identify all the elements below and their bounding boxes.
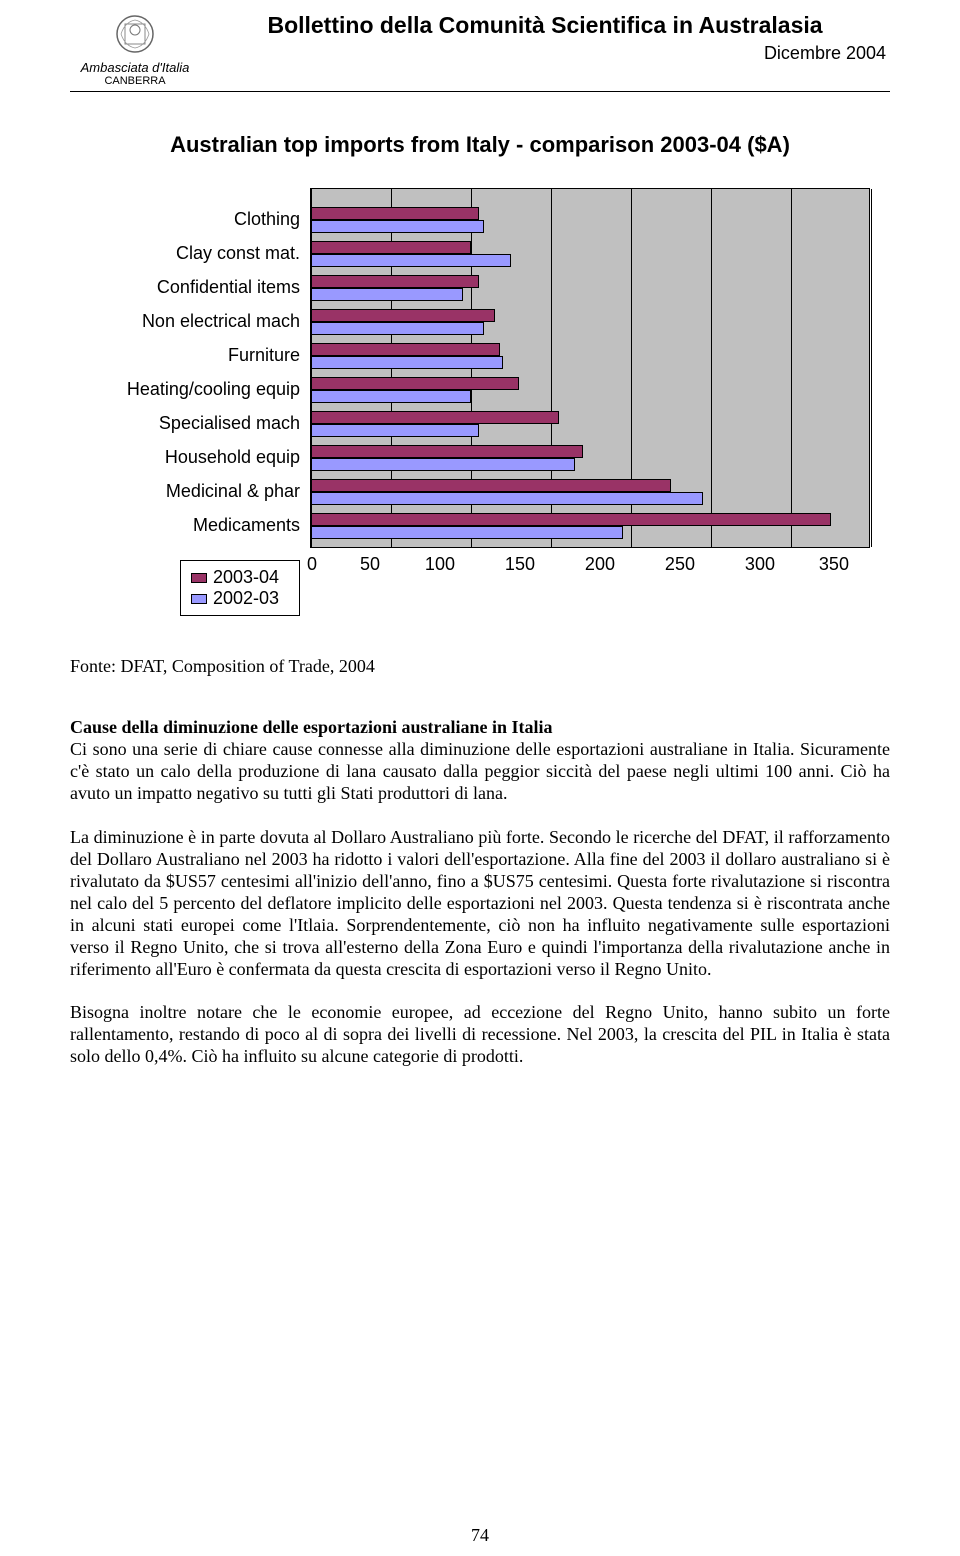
chart-category-label: Non electrical mach <box>70 304 300 338</box>
chart-bar <box>311 241 471 254</box>
page-header: Ambasciata d'Italia CANBERRA Bollettino … <box>70 10 890 92</box>
page-number: 74 <box>0 1525 960 1546</box>
legend-swatch-icon <box>191 594 207 604</box>
chart-category-label: Clay const mat. <box>70 236 300 270</box>
chart-category-label: Clothing <box>70 202 300 236</box>
chart-plot-area: 0 50 100 150 200 250 300 350 <box>310 188 890 575</box>
chart-y-labels: ClothingClay const mat.Confidential item… <box>70 188 310 616</box>
chart-title: Australian top imports from Italy - comp… <box>70 132 890 158</box>
chart-bar <box>311 343 500 356</box>
chart-x-tick: 50 <box>360 554 380 575</box>
legend-item: 2002-03 <box>191 588 289 609</box>
chart-bar <box>311 207 479 220</box>
italy-crest-icon <box>111 10 159 58</box>
chart-x-tick: 100 <box>425 554 455 575</box>
bulletin-title: Bollettino della Comunità Scientifica in… <box>200 12 890 39</box>
section-heading: Cause della diminuzione delle esportazio… <box>70 717 553 737</box>
chart-category-label: Heating/cooling equip <box>70 372 300 406</box>
chart-category-label: Furniture <box>70 338 300 372</box>
chart-category-label: Specialised mach <box>70 406 300 440</box>
chart-bar <box>311 254 511 267</box>
chart-bar-group <box>311 271 869 305</box>
embassy-line2: CANBERRA <box>104 75 165 87</box>
legend-label: 2002-03 <box>213 588 279 609</box>
chart-bar <box>311 220 484 233</box>
chart-bar <box>311 445 583 458</box>
chart-bar <box>311 390 471 403</box>
paragraph: Bisogna inoltre notare che le economie e… <box>70 1002 890 1068</box>
chart-container: ClothingClay const mat.Confidential item… <box>70 188 890 616</box>
chart-bar <box>311 513 831 526</box>
chart-x-tick: 0 <box>307 554 317 575</box>
legend-swatch-icon <box>191 573 207 583</box>
chart-bar <box>311 288 463 301</box>
chart-bar <box>311 458 575 471</box>
chart-bar <box>311 424 479 437</box>
chart-bar-group <box>311 509 869 543</box>
legend-label: 2003-04 <box>213 567 279 588</box>
chart-bar <box>311 275 479 288</box>
chart-bar-group <box>311 373 869 407</box>
chart-bar-group <box>311 305 869 339</box>
chart-bar-group <box>311 203 869 237</box>
chart-x-tick: 350 <box>819 554 849 575</box>
chart-source: Fonte: DFAT, Composition of Trade, 2004 <box>70 656 890 677</box>
chart-bar-group <box>311 407 869 441</box>
chart-bar-group <box>311 339 869 373</box>
chart-x-tick: 150 <box>505 554 535 575</box>
chart-category-label: Medicinal & phar <box>70 474 300 508</box>
bulletin-date: Dicembre 2004 <box>200 43 890 64</box>
chart-bar <box>311 356 503 369</box>
chart-category-label: Household equip <box>70 440 300 474</box>
paragraph: La diminuzione è in parte dovuta al Doll… <box>70 827 890 981</box>
paragraph-text: Ci sono una serie di chiare cause connes… <box>70 739 890 803</box>
paragraph: Cause della diminuzione delle esportazio… <box>70 717 890 805</box>
chart-category-label: Medicaments <box>70 508 300 542</box>
embassy-line1: Ambasciata d'Italia <box>81 60 190 75</box>
chart-bar <box>311 377 519 390</box>
chart-bar-group <box>311 475 869 509</box>
header-titles: Bollettino della Comunità Scientifica in… <box>200 10 890 64</box>
embassy-block: Ambasciata d'Italia CANBERRA <box>70 10 200 87</box>
chart-bar <box>311 479 671 492</box>
chart-x-tick: 300 <box>745 554 775 575</box>
chart-gridline <box>871 189 872 547</box>
chart-bar <box>311 492 703 505</box>
chart-bar <box>311 322 484 335</box>
legend-item: 2003-04 <box>191 567 289 588</box>
chart-bar <box>311 309 495 322</box>
chart-bar <box>311 411 559 424</box>
chart-x-tick: 250 <box>665 554 695 575</box>
chart-x-axis: 0 50 100 150 200 250 300 350 <box>310 554 870 575</box>
chart-bar-group <box>311 237 869 271</box>
chart-x-tick: 200 <box>585 554 615 575</box>
chart-legend: 2003-04 2002-03 <box>180 560 300 616</box>
chart-bar-group <box>311 441 869 475</box>
chart-category-label: Confidential items <box>70 270 300 304</box>
chart-bar <box>311 526 623 539</box>
